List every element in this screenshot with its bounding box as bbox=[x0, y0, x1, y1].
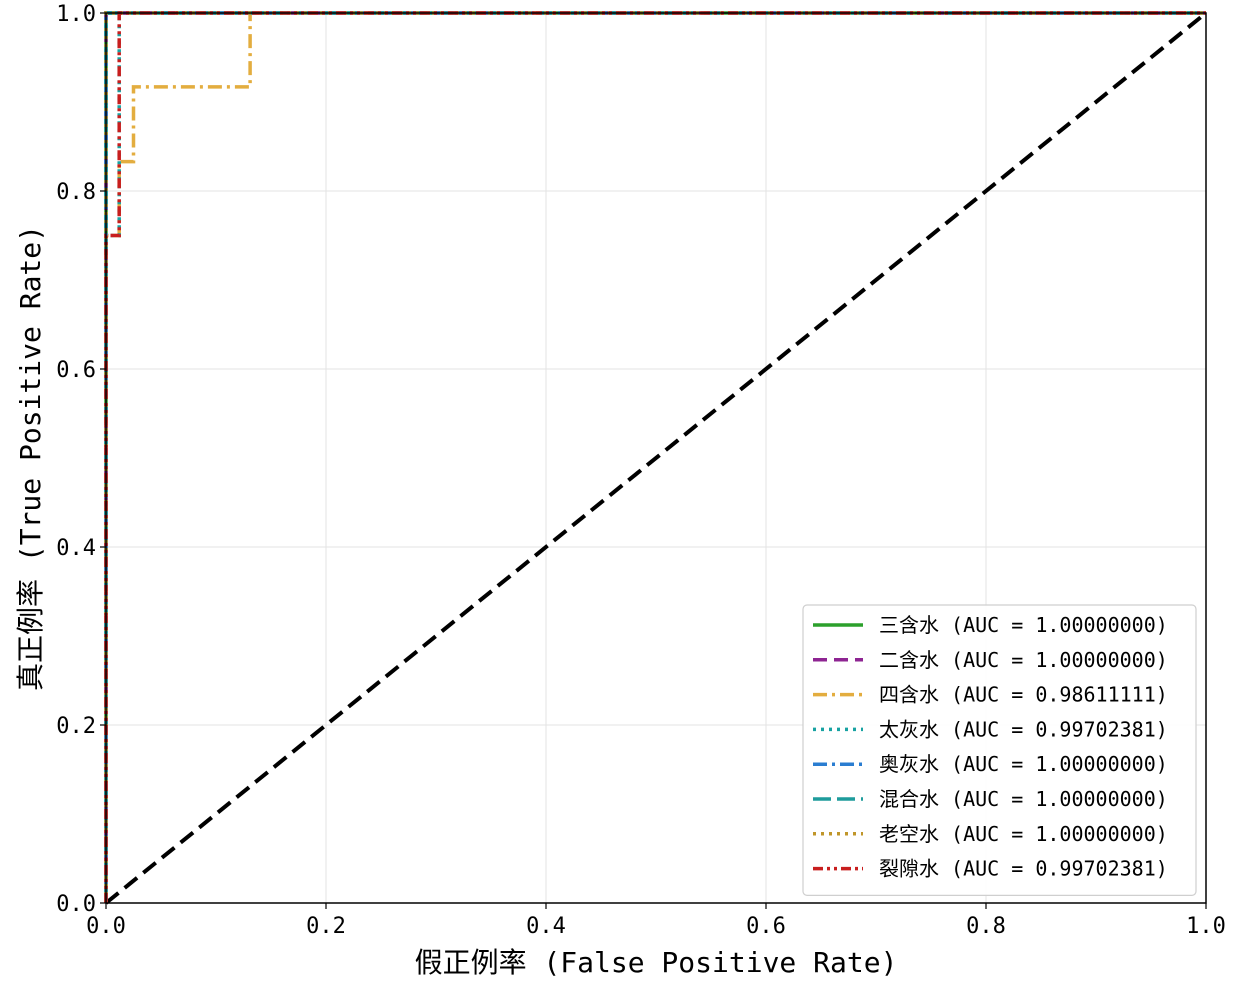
x-tick-label: 0.6 bbox=[746, 914, 786, 939]
y-tick-label: 0.2 bbox=[56, 714, 96, 739]
legend-label: 奥灰水 (AUC = 1.00000000) bbox=[879, 752, 1168, 776]
axis-ticks: 0.0 0.2 0.4 0.6 0.8 1.0 0.0 0.2 0.4 0.6 0.8 1.0 bbox=[56, 2, 1226, 939]
y-tick-label: 0.0 bbox=[56, 892, 96, 917]
x-tick-label: 0.8 bbox=[966, 914, 1006, 939]
legend-box bbox=[802, 604, 1197, 896]
y-tick-label: 0.6 bbox=[56, 358, 96, 383]
legend-label: 混合水 (AUC = 1.00000000) bbox=[879, 787, 1168, 811]
legend-label: 二含水 (AUC = 1.00000000) bbox=[879, 648, 1168, 672]
reference-diagonal bbox=[104, 11, 1208, 905]
x-tick-label: 1.0 bbox=[1186, 914, 1226, 939]
legend: 三含水 (AUC = 1.00000000) 二含水 (AUC = 1.00000… bbox=[802, 604, 1197, 896]
legend-label: 裂隙水 (AUC = 0.99702381) bbox=[879, 857, 1168, 881]
x-tick-label: 0.0 bbox=[86, 914, 126, 939]
x-tick-label: 0.2 bbox=[306, 914, 346, 939]
reference-line bbox=[104, 11, 1208, 905]
plot-frame bbox=[105, 12, 1207, 904]
y-tick-label: 0.4 bbox=[56, 536, 96, 561]
series-line-3 bbox=[104, 11, 1206, 903]
y-tick-label: 0.8 bbox=[56, 180, 96, 205]
x-axis-title: 假正例率 (False Positive Rate) bbox=[415, 946, 898, 979]
legend-label: 三含水 (AUC = 1.00000000) bbox=[879, 613, 1168, 637]
legend-label: 四含水 (AUC = 0.98611111) bbox=[879, 683, 1168, 707]
x-tick-label: 0.4 bbox=[526, 914, 566, 939]
legend-label: 太灰水 (AUC = 0.99702381) bbox=[879, 717, 1168, 741]
y-axis-title: 真正例率 (True Positive Rate) bbox=[14, 225, 47, 691]
y-tick-label: 1.0 bbox=[56, 2, 96, 27]
legend-label: 老空水 (AUC = 1.00000000) bbox=[879, 822, 1168, 846]
